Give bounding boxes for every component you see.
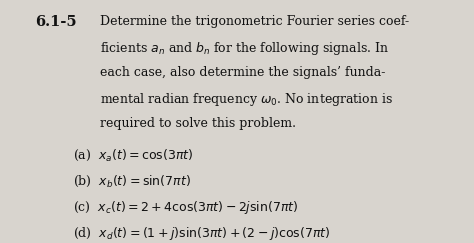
Text: required to solve this problem.: required to solve this problem. [100,117,296,130]
Text: (d)  $x_d(t) = (1+j)\sin(3\pi t) + (2-j)\cos(7\pi t)$: (d) $x_d(t) = (1+j)\sin(3\pi t) + (2-j)\… [73,225,331,242]
Text: (c)  $x_c(t) = 2 + 4\cos(3\pi t) - 2j\sin(7\pi t)$: (c) $x_c(t) = 2 + 4\cos(3\pi t) - 2j\sin… [73,199,299,216]
Text: ficients $a_n$ and $b_n$ for the following signals. In: ficients $a_n$ and $b_n$ for the followi… [100,40,389,57]
Text: mental radian frequency $\omega_0$. No integration is: mental radian frequency $\omega_0$. No i… [100,91,393,108]
Text: 6.1-5: 6.1-5 [36,15,77,29]
Text: (a)  $x_a(t) = \cos(3\pi t)$: (a) $x_a(t) = \cos(3\pi t)$ [73,148,194,164]
Text: (b)  $x_b(t) = \sin(7\pi t)$: (b) $x_b(t) = \sin(7\pi t)$ [73,174,191,189]
Text: each case, also determine the signals’ funda-: each case, also determine the signals’ f… [100,66,385,78]
Text: Determine the trigonometric Fourier series coef-: Determine the trigonometric Fourier seri… [100,15,409,27]
